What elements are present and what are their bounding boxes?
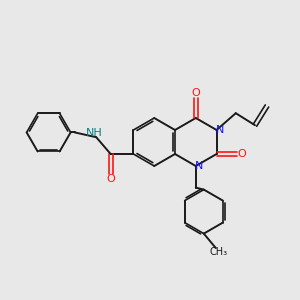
Text: N: N	[195, 161, 203, 171]
Text: O: O	[191, 88, 200, 98]
Text: O: O	[238, 149, 246, 159]
Text: N: N	[215, 125, 224, 135]
Text: CH₃: CH₃	[210, 247, 228, 257]
Text: NH: NH	[86, 128, 103, 138]
Text: O: O	[106, 174, 115, 184]
